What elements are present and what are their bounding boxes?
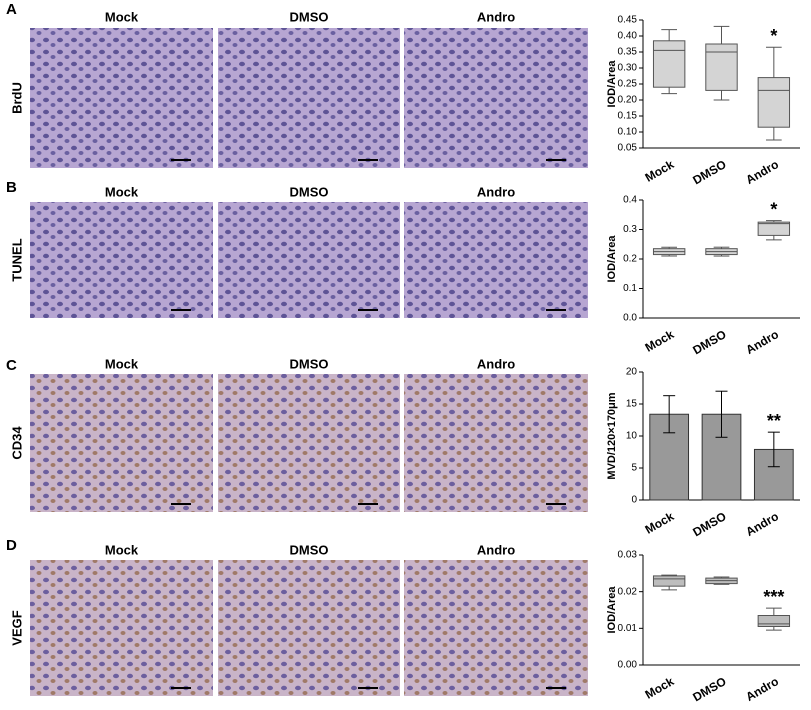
y-tick-label: 0.20	[618, 95, 638, 106]
column-label: DMSO	[290, 356, 329, 371]
box	[705, 43, 738, 91]
y-tick-label: 0.25	[618, 79, 638, 90]
significance: *	[770, 199, 777, 219]
column-label: Andro	[477, 542, 515, 557]
x-tick-label: DMSO	[690, 327, 728, 357]
significance: ***	[763, 587, 784, 607]
y-tick-label: 0.00	[618, 660, 638, 671]
y-tick-label: 0.1	[623, 283, 637, 294]
column-label: Mock	[105, 9, 139, 24]
y-tick-label: 0.05	[618, 143, 638, 154]
x-tick-label: Andro	[743, 327, 781, 357]
micrograph	[404, 374, 588, 512]
box	[757, 77, 791, 128]
column-label: Mock	[105, 542, 139, 557]
significance: *	[770, 26, 777, 46]
column-label: DMSO	[290, 184, 329, 199]
panel-letter: D	[6, 537, 17, 554]
y-tick-label: 0.45	[618, 15, 638, 26]
y-axis-label: MVD/120×170μm	[606, 392, 618, 479]
y-tick-label: 0.10	[618, 127, 638, 138]
micrograph	[218, 560, 400, 696]
x-tick-label: Mock	[643, 509, 677, 537]
y-tick-label: 0.30	[618, 63, 638, 74]
y-tick-label: 0	[631, 495, 637, 506]
y-tick-label: 20	[626, 367, 638, 378]
y-tick-label: 0.2	[623, 254, 637, 265]
micrograph	[218, 374, 400, 512]
x-tick-label: DMSO	[690, 674, 728, 704]
x-tick-label: Mock	[643, 327, 677, 355]
significance: **	[767, 411, 781, 431]
y-tick-label: 0.0	[623, 313, 637, 324]
panel-letter: B	[6, 179, 17, 196]
micrograph	[218, 28, 400, 168]
panel-letter: C	[6, 357, 17, 374]
y-tick-label: 0.40	[618, 31, 638, 42]
column-label: DMSO	[290, 9, 329, 24]
box	[652, 40, 686, 88]
x-tick-label: Andro	[743, 674, 781, 704]
y-tick-label: 5	[631, 463, 637, 474]
x-tick-label: Andro	[743, 157, 781, 187]
micrograph	[30, 202, 213, 318]
y-axis-label: IOD/Area	[606, 235, 618, 283]
y-tick-label: 10	[626, 431, 638, 442]
column-label: Mock	[105, 356, 139, 371]
column-label: Mock	[105, 184, 139, 199]
x-tick-label: DMSO	[690, 509, 728, 539]
column-label: DMSO	[290, 542, 329, 557]
micrograph	[30, 560, 213, 696]
y-tick-label: 0.4	[623, 195, 637, 206]
y-tick-label: 0.3	[623, 224, 637, 235]
row-label: CD34	[9, 426, 24, 460]
x-tick-label: Andro	[743, 509, 781, 539]
y-axis-label: IOD/Area	[606, 60, 618, 108]
row-label: TUNEL	[9, 238, 24, 281]
x-tick-label: Mock	[643, 157, 677, 185]
y-tick-label: 0.02	[618, 586, 638, 597]
micrograph	[404, 202, 588, 318]
y-tick-label: 0.35	[618, 47, 638, 58]
row-label: VEGF	[9, 610, 24, 645]
micrograph	[404, 28, 588, 168]
y-tick-label: 0.03	[618, 550, 638, 561]
x-tick-label: DMSO	[690, 157, 728, 187]
column-label: Andro	[477, 184, 515, 199]
y-tick-label: 0.15	[618, 111, 638, 122]
y-axis-label: IOD/Area	[606, 586, 618, 634]
box	[652, 575, 686, 587]
micrograph	[218, 202, 400, 318]
column-label: Andro	[477, 356, 515, 371]
column-label: Andro	[477, 9, 515, 24]
x-tick-label: Mock	[643, 674, 677, 702]
y-tick-label: 0.01	[618, 623, 638, 634]
y-tick-label: 15	[626, 399, 638, 410]
box	[757, 615, 791, 627]
micrograph	[30, 374, 213, 512]
row-label: BrdU	[9, 82, 24, 114]
box	[757, 221, 791, 236]
micrograph	[30, 28, 213, 168]
panel-letter: A	[6, 1, 17, 18]
micrograph	[404, 560, 588, 696]
